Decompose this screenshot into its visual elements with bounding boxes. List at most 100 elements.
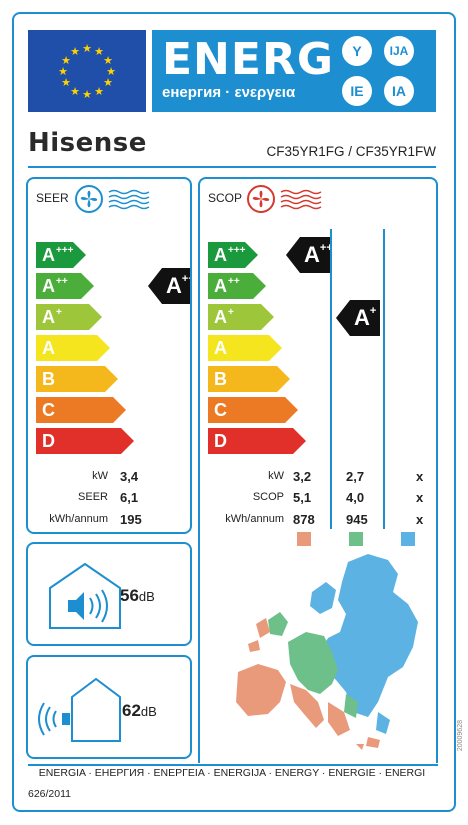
- seer-label: SEER: [36, 191, 69, 205]
- heating-class-arrow-0: A +++: [208, 242, 258, 268]
- model-number: CF35YR1FG / CF35YR1FW: [266, 144, 436, 159]
- heating-rating-average: A +++: [286, 237, 330, 273]
- cooling-class-sup-1: ++: [56, 276, 68, 287]
- cooling-class-arrow-2: A +: [36, 304, 102, 330]
- heating-panel-right-edge: [436, 533, 438, 763]
- footer-energy-languages: ENERGIA · ЕНЕРГИЯ · ΕΝΕΡΓΕΙΑ · ENERGIJA …: [38, 767, 426, 779]
- europe-climate-map-icon: [236, 554, 418, 750]
- heating-panel-left-edge: [198, 533, 200, 763]
- heating-class-sup-2: +: [228, 307, 234, 318]
- indoor-noise-unit: dB: [138, 589, 155, 604]
- heating-kw-value-average: 2,7: [346, 469, 365, 484]
- eu-stars-icon: ★ ★ ★ ★ ★ ★ ★ ★ ★ ★ ★ ★: [58, 42, 116, 101]
- label-frame: [12, 12, 456, 812]
- brand-name: Hisense: [28, 128, 147, 158]
- cooling-class-arrow-6: D: [36, 428, 134, 454]
- heating-class-arrow-2: A +: [208, 304, 274, 330]
- heating-class-arrow-1: A ++: [208, 273, 266, 299]
- heating-class-letter-3: A: [214, 337, 227, 358]
- zone-average-swatch: [349, 532, 363, 546]
- heating-scop-value-warm: 5,1: [293, 490, 312, 505]
- svg-text:★: ★: [82, 88, 92, 101]
- heating-class-letter-6: D: [214, 430, 227, 451]
- cooling-class-arrow-0: A +++: [36, 242, 86, 268]
- svg-text:★: ★: [82, 42, 92, 55]
- heating-class-letter-1: A: [214, 275, 227, 296]
- heating-kw-value-warm: 3,2: [293, 469, 312, 484]
- heating-class-sup-0: +++: [228, 245, 246, 256]
- heating-class-arrow-3: A: [208, 335, 282, 361]
- energy-title: ENERG: [162, 34, 334, 85]
- heating-kwh-value-cold: x: [416, 512, 424, 527]
- cooling-class-letter-5: C: [42, 399, 55, 420]
- header-divider: [28, 166, 436, 168]
- heating-class-letter-4: B: [214, 368, 227, 389]
- heating-class-letter-5: C: [214, 399, 227, 420]
- footer-regulation: 626/2011: [28, 788, 72, 800]
- cooling-class-letter-4: B: [42, 368, 55, 389]
- heating-class-arrow-4: B: [208, 366, 290, 392]
- heating-rating-average-letter: A: [304, 242, 320, 267]
- outdoor-noise-number: 62: [122, 701, 141, 720]
- cooling-class-arrow-4: B: [36, 366, 118, 392]
- indoor-noise-value: 56dB: [120, 586, 155, 606]
- indoor-unit-speaker-icon: [49, 562, 121, 629]
- lang-badge-ie: IE: [342, 76, 372, 106]
- lang-badge-ija: IJA: [384, 36, 414, 66]
- indoor-noise-panel: 56dB: [26, 542, 192, 646]
- svg-text:★: ★: [103, 54, 113, 67]
- heating-scop-value-average: 4,0: [346, 490, 365, 505]
- heating-rating-colder: A +: [336, 300, 380, 336]
- cooling-class-letter-0: A: [42, 244, 55, 265]
- svg-text:★: ★: [61, 76, 71, 89]
- eu-flag-icon: ★ ★ ★ ★ ★ ★ ★ ★ ★ ★ ★ ★: [28, 30, 146, 112]
- cooling-panel: SEER A +++ A ++ A + A B C D A ++ kW 3,4 SEER 6,1 k…: [26, 177, 192, 534]
- outdoor-unit-speaker-icon: [38, 677, 121, 742]
- cooling-class-sup-2: +: [56, 307, 62, 318]
- cooling-class-sup-0: +++: [56, 245, 74, 256]
- svg-text:★: ★: [94, 85, 104, 98]
- outdoor-noise-unit: dB: [140, 704, 157, 719]
- cooling-class-arrow-3: A: [36, 335, 110, 361]
- cooling-seer-value: 6,1: [120, 490, 139, 505]
- cooling-class-letter-2: A: [42, 306, 55, 327]
- heating-kwh-label: kWh/annum: [225, 513, 284, 525]
- cooling-seer-label: SEER: [78, 491, 108, 503]
- zone-cold-swatch: [401, 532, 415, 546]
- heating-class-arrow-5: C: [208, 397, 298, 423]
- cooling-rating-indicator: A ++: [148, 268, 190, 304]
- svg-text:★: ★: [106, 65, 116, 78]
- heating-column-divider-1: [330, 229, 332, 529]
- heating-scop-label: SCOP: [252, 491, 284, 503]
- heating-rating-average-sup: +++: [319, 242, 340, 254]
- energy-subtitle: енергия · ενεργεια: [162, 84, 296, 101]
- cooling-class-arrow-1: A ++: [36, 273, 94, 299]
- heating-kwh-value-average: 945: [346, 512, 368, 527]
- outdoor-noise-value: 62dB: [122, 701, 157, 721]
- heating-class-arrow-6: D: [208, 428, 306, 454]
- svg-text:★: ★: [70, 85, 80, 98]
- heating-rating-colder-sup: +: [369, 305, 377, 317]
- heating-fan-icon: [247, 185, 275, 213]
- footer-serial: 20009628: [457, 720, 464, 752]
- cooling-fan-icon: [75, 185, 103, 213]
- heating-class-letter-2: A: [214, 306, 227, 327]
- cold-air-waves-icon: [108, 189, 150, 210]
- cooling-class-arrow-5: C: [36, 397, 126, 423]
- heating-kwh-value-warm: 878: [293, 512, 315, 527]
- scop-label: SCOP: [208, 191, 243, 205]
- svg-text:★: ★: [103, 76, 113, 89]
- indoor-noise-number: 56: [120, 586, 139, 605]
- outdoor-noise-panel: 62dB: [26, 655, 192, 759]
- svg-text:★: ★: [58, 65, 68, 78]
- cooling-kw-value: 3,4: [120, 469, 139, 484]
- heating-panel: SCOP A +++ A ++ A + A B C D A +++ A + kW 3,2 2,7 x …: [198, 177, 438, 534]
- footer-divider: [28, 764, 438, 766]
- cooling-class-letter-3: A: [42, 337, 55, 358]
- heating-kw-value-cold: x: [416, 469, 424, 484]
- cooling-kwh-value: 195: [120, 512, 142, 527]
- heating-column-divider-2: [383, 229, 385, 529]
- label-header: ★ ★ ★ ★ ★ ★ ★ ★ ★ ★ ★ ★ ENERG енергия · …: [28, 30, 436, 112]
- svg-text:★: ★: [70, 45, 80, 58]
- lang-badge-ia: IA: [384, 76, 414, 106]
